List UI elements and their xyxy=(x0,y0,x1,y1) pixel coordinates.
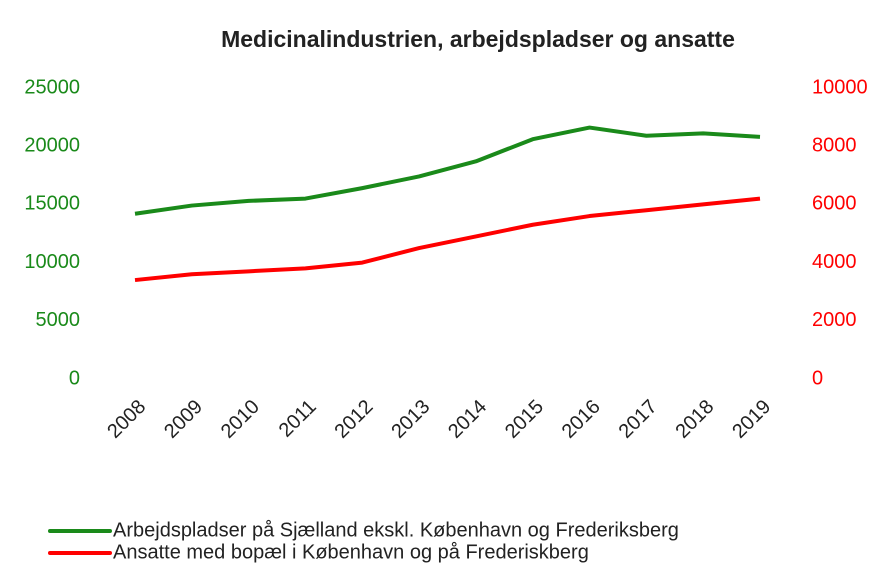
x-tick-label: 2017 xyxy=(615,396,662,443)
x-tick-label: 2010 xyxy=(217,396,264,443)
y-tick-label: 25000 xyxy=(24,76,80,98)
y-tick-label: 5000 xyxy=(36,309,81,331)
x-tick-label: 2011 xyxy=(275,396,321,442)
y2-tick-label: 8000 xyxy=(812,134,857,156)
y-tick-label: 0 xyxy=(69,367,80,389)
y2-tick-label: 10000 xyxy=(812,76,868,98)
y2-tick-label: 2000 xyxy=(812,309,857,331)
x-tick-label: 2014 xyxy=(444,396,491,443)
x-tick-label: 2016 xyxy=(558,396,605,443)
y2-tick-label: 0 xyxy=(812,367,823,389)
chart-title: Medicinalindustrien, arbejdspladser og a… xyxy=(221,26,735,52)
legend-label: Arbejdspladser på Sjælland ekskl. Københ… xyxy=(113,519,679,541)
x-tick-label: 2009 xyxy=(160,396,207,443)
y-tick-label: 15000 xyxy=(24,193,80,215)
x-tick-label: 2013 xyxy=(387,396,434,443)
legend-label: Ansatte med bopæl i København og på Fred… xyxy=(113,541,589,563)
x-tick-label: 2018 xyxy=(671,396,718,443)
series-line xyxy=(134,196,761,283)
x-tick-label: 2015 xyxy=(501,396,548,443)
y-tick-label: 20000 xyxy=(24,134,80,156)
x-tick-label: 2019 xyxy=(728,396,775,443)
x-tick-label: 2012 xyxy=(331,396,378,443)
series-line xyxy=(134,125,761,216)
x-tick-label: 2008 xyxy=(103,396,150,443)
y2-tick-label: 6000 xyxy=(812,193,857,215)
y-tick-label: 10000 xyxy=(24,251,80,273)
y2-tick-label: 4000 xyxy=(812,251,857,273)
